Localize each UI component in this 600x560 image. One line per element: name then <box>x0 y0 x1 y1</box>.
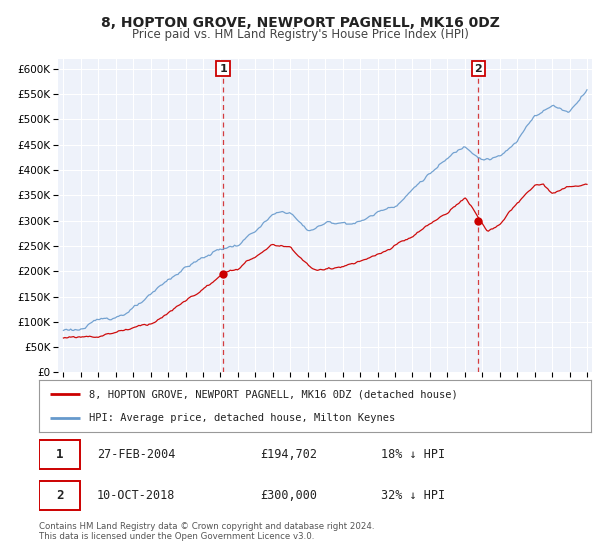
FancyBboxPatch shape <box>39 440 80 469</box>
Text: 18% ↓ HPI: 18% ↓ HPI <box>381 447 445 461</box>
Text: 8, HOPTON GROVE, NEWPORT PAGNELL, MK16 0DZ (detached house): 8, HOPTON GROVE, NEWPORT PAGNELL, MK16 0… <box>89 389 457 399</box>
Text: Contains HM Land Registry data © Crown copyright and database right 2024.
This d: Contains HM Land Registry data © Crown c… <box>39 522 374 542</box>
Text: 2: 2 <box>475 63 482 73</box>
Text: £300,000: £300,000 <box>260 489 317 502</box>
FancyBboxPatch shape <box>39 481 80 510</box>
Text: 1: 1 <box>56 447 64 461</box>
Text: Price paid vs. HM Land Registry's House Price Index (HPI): Price paid vs. HM Land Registry's House … <box>131 28 469 41</box>
Text: HPI: Average price, detached house, Milton Keynes: HPI: Average price, detached house, Milt… <box>89 413 395 423</box>
Text: 27-FEB-2004: 27-FEB-2004 <box>97 447 175 461</box>
Text: 32% ↓ HPI: 32% ↓ HPI <box>381 489 445 502</box>
Text: 8, HOPTON GROVE, NEWPORT PAGNELL, MK16 0DZ: 8, HOPTON GROVE, NEWPORT PAGNELL, MK16 0… <box>101 16 499 30</box>
Text: 1: 1 <box>219 63 227 73</box>
Text: £194,702: £194,702 <box>260 447 317 461</box>
Text: 10-OCT-2018: 10-OCT-2018 <box>97 489 175 502</box>
Text: 2: 2 <box>56 489 64 502</box>
